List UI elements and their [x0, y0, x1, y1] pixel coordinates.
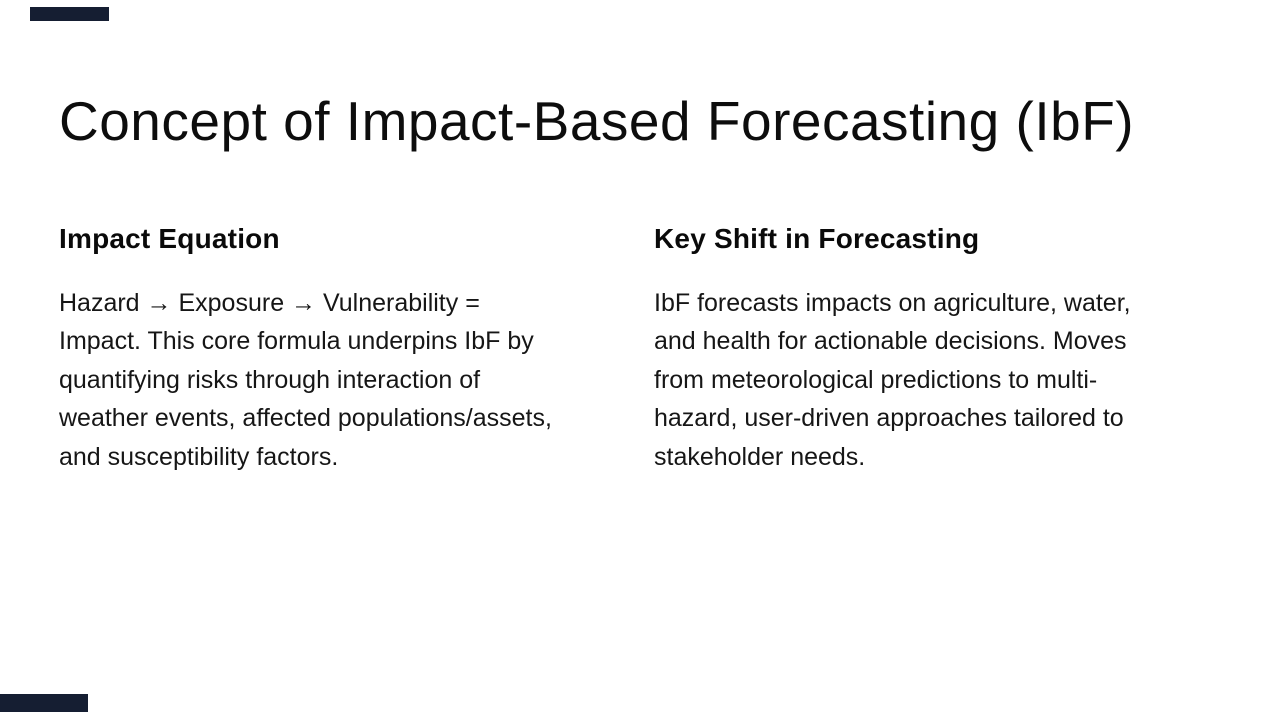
- key-shift-body: IbF forecasts impacts on agriculture, wa…: [654, 288, 1131, 471]
- impact-equation-body: Hazard → Exposure → Vulnerability = Impa…: [59, 288, 552, 471]
- key-shift-heading: Key Shift in Forecasting: [654, 223, 980, 254]
- top-left-accent-bar: [30, 7, 109, 21]
- two-column-layout: Impact Equation Hazard → Exposure → Vuln…: [59, 222, 1159, 476]
- column-key-shift: Key Shift in Forecasting IbF forecasts i…: [654, 222, 1159, 476]
- impact-equation-heading: Impact Equation: [59, 223, 280, 254]
- slide-title: Concept of Impact-Based Forecasting (IbF…: [59, 89, 1135, 152]
- bottom-left-accent-bar: [0, 694, 88, 712]
- column-impact-equation: Impact Equation Hazard → Exposure → Vuln…: [59, 222, 564, 476]
